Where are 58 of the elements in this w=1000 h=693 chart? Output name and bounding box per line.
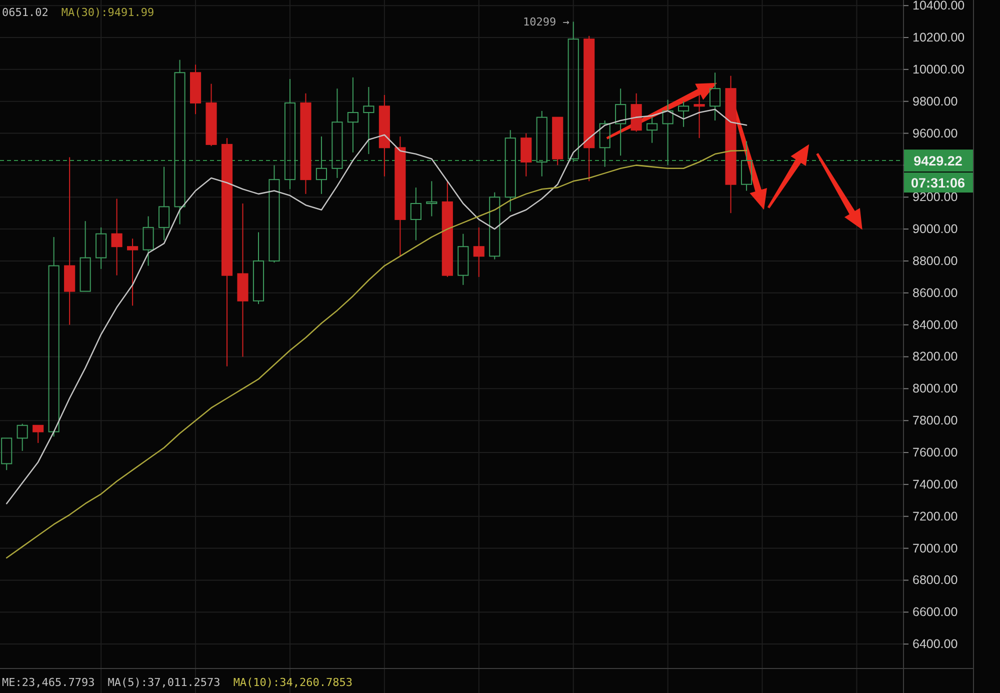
candlestick bbox=[410, 187, 422, 241]
annotation: 0651.02 bbox=[2, 6, 48, 19]
candlestick bbox=[127, 238, 138, 306]
y-tick-label: 10400.00 bbox=[912, 0, 965, 13]
text: MA(5):37,011.2573 bbox=[108, 676, 220, 689]
candlestick bbox=[158, 166, 170, 241]
annotation: 10299 → bbox=[522, 16, 570, 29]
annotation: MA(30):9491.99 bbox=[61, 6, 154, 19]
y-tick-label: 6400.00 bbox=[912, 637, 958, 652]
y-tick-label: 7000.00 bbox=[912, 541, 958, 556]
text: 07:31:06 bbox=[910, 175, 966, 190]
candlestick bbox=[709, 72, 721, 122]
candlestick bbox=[142, 216, 154, 266]
candlestick bbox=[347, 76, 358, 153]
y-tick-label: 7600.00 bbox=[912, 446, 958, 460]
y-tick-label: 9200.00 bbox=[912, 190, 958, 204]
y-tick-label: 8200.00 bbox=[912, 350, 958, 364]
candlestick bbox=[111, 198, 122, 276]
candlestick bbox=[300, 92, 312, 194]
candlestick bbox=[316, 136, 328, 194]
candlestick bbox=[190, 64, 202, 115]
y-tick-label: 7800.00 bbox=[912, 414, 958, 428]
candlestick bbox=[284, 78, 296, 190]
candlestick bbox=[96, 226, 107, 270]
candlestick bbox=[473, 226, 484, 278]
ref-line-label: 9429.22 bbox=[914, 153, 962, 168]
text: ME:23,465.7793 bbox=[2, 676, 95, 689]
y-tick-label: 8400.00 bbox=[912, 318, 958, 332]
candlestick bbox=[458, 233, 469, 286]
y-tick-label: 8600.00 bbox=[912, 286, 958, 300]
y-tick-label: 8800.00 bbox=[912, 254, 958, 268]
text: MA(10):34,260.7853 bbox=[233, 676, 353, 689]
candlestick bbox=[237, 203, 248, 358]
y-tick-label: 8000.00 bbox=[912, 382, 958, 396]
line-series bbox=[6, 150, 748, 559]
y-tick-label: 6600.00 bbox=[912, 605, 958, 620]
y-tick-label: 10200.00 bbox=[912, 30, 965, 45]
y-tick-label: 7200.00 bbox=[912, 509, 958, 524]
y-tick-label: 9800.00 bbox=[912, 94, 958, 108]
candlestick bbox=[694, 94, 705, 139]
y-tick-label: 9000.00 bbox=[912, 222, 958, 236]
y-tick-label: 9600.00 bbox=[912, 126, 958, 140]
candlestick bbox=[174, 59, 186, 225]
candlestick bbox=[426, 180, 438, 217]
y-tick-label: 10000.00 bbox=[912, 62, 965, 76]
candlestick bbox=[64, 156, 76, 326]
candlestick bbox=[504, 130, 516, 212]
candlestick bbox=[662, 99, 674, 166]
candlestick bbox=[332, 88, 343, 178]
y-tick-label: 6800.00 bbox=[912, 573, 958, 588]
candlestick bbox=[363, 86, 374, 155]
candlestick bbox=[536, 110, 548, 177]
candlestick bbox=[394, 136, 406, 257]
candlestick bbox=[725, 75, 736, 214]
candlestick bbox=[615, 88, 626, 156]
y-tick-label: 7400.00 bbox=[912, 477, 958, 492]
candlestick bbox=[378, 94, 390, 177]
candlestick bbox=[221, 138, 233, 367]
